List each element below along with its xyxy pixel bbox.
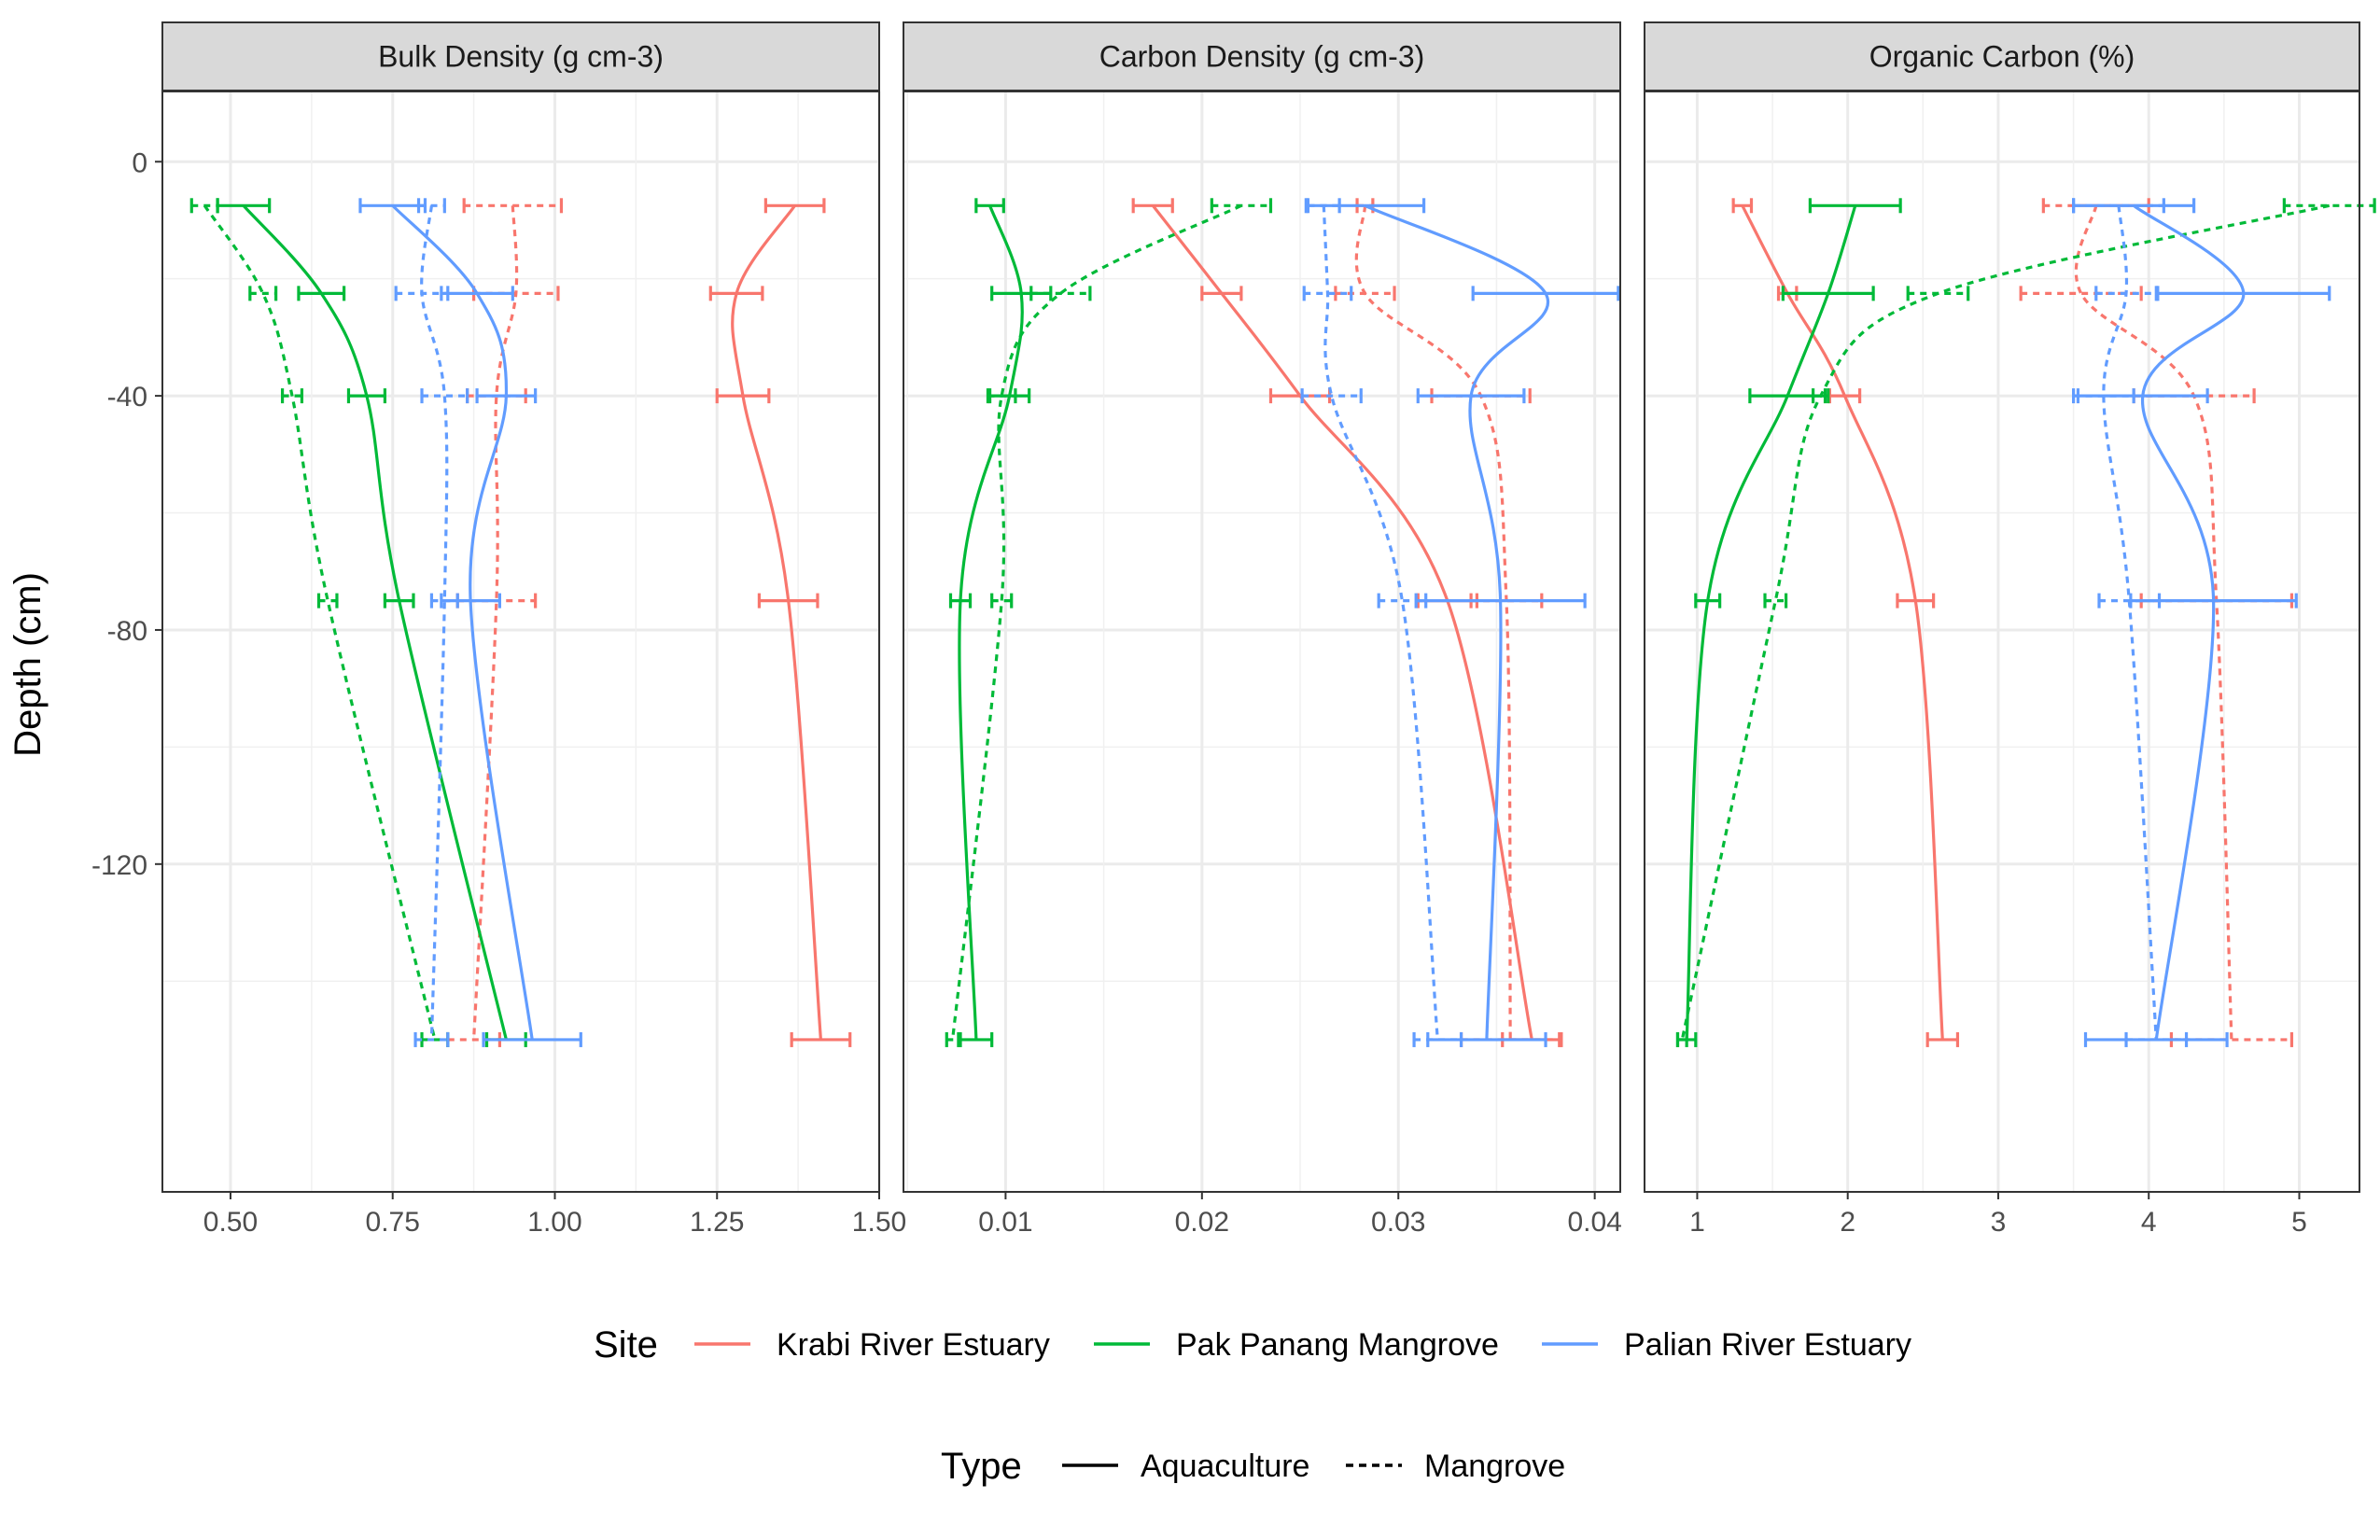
legend-type-title: Type xyxy=(941,1446,1022,1487)
facet-strip xyxy=(1644,21,2360,91)
y-tick-label: -80 xyxy=(107,616,147,647)
x-tick-label: 1.50 xyxy=(852,1207,906,1238)
facet-panel: Organic Carbon (%) 1 2 3 4 5 xyxy=(1644,21,2376,1238)
y-axis-title: Depth (cm) xyxy=(7,572,49,757)
series-line xyxy=(1322,205,1439,1041)
facet-panel: Carbon Density (g cm-3) 0.01 0.02 0.03 0.04 xyxy=(903,21,1622,1238)
facet-title: Carbon Density (g cm-3) xyxy=(1099,40,1425,74)
series-line xyxy=(203,204,437,1041)
legend-label-type: Mangrove xyxy=(1424,1449,1565,1484)
legend: Site Type Krabi River Estuary Pak Panang … xyxy=(594,1324,1911,1487)
series-line xyxy=(1354,205,1512,1040)
x-tick-label: 2 xyxy=(1840,1207,1855,1238)
x-tick-label: 4 xyxy=(2141,1207,2157,1238)
panel-border xyxy=(161,91,880,1193)
series-line xyxy=(1364,203,1550,1040)
legend-label-site: Palian River Estuary xyxy=(1624,1327,1911,1363)
series-line xyxy=(1741,204,1944,1040)
plot-background xyxy=(162,91,879,1192)
legend-label-site: Krabi River Estuary xyxy=(777,1327,1050,1363)
series-line xyxy=(2133,204,2246,1041)
series-line xyxy=(1151,204,1533,1041)
x-tick-label: 0.75 xyxy=(366,1207,420,1238)
legend-label-site: Pak Panang Mangrove xyxy=(1176,1327,1499,1363)
x-tick-label: 1.25 xyxy=(690,1207,744,1238)
y-tick-label: -40 xyxy=(107,382,147,413)
x-tick-label: 0.04 xyxy=(1567,1207,1621,1238)
series-line xyxy=(958,204,1024,1040)
series-line xyxy=(2074,204,2233,1040)
series-line xyxy=(391,204,534,1041)
plot-background xyxy=(1645,91,2359,1192)
x-tick-label: 1 xyxy=(1689,1207,1705,1238)
x-tick-label: 1.00 xyxy=(527,1207,581,1238)
panel-border xyxy=(903,91,1621,1193)
facet-title: Organic Carbon (%) xyxy=(1869,40,2135,74)
series-line xyxy=(731,204,822,1041)
panel-border xyxy=(1644,91,2360,1193)
x-tick-label: 0.02 xyxy=(1175,1207,1229,1238)
facet-title: Bulk Density (g cm-3) xyxy=(378,40,664,74)
x-tick-label: 3 xyxy=(1991,1207,2007,1238)
x-tick-label: 5 xyxy=(2291,1207,2307,1238)
facet-panel: Bulk Density (g cm-3) 0.50 0.75 1.00 1.25 1.5… xyxy=(161,21,906,1238)
legend-label-type: Aquaculture xyxy=(1141,1449,1309,1484)
y-tick-label: -120 xyxy=(91,850,147,881)
x-tick-label: 0.03 xyxy=(1371,1207,1425,1238)
facet-strip xyxy=(903,21,1621,91)
x-tick-label: 0.01 xyxy=(978,1207,1032,1238)
series-line xyxy=(951,203,1242,1041)
y-axis: Depth (cm) 0 -40 -80 -120 xyxy=(7,147,162,881)
legend-site-title: Site xyxy=(594,1324,658,1365)
facet-strip xyxy=(161,21,880,91)
x-tick-label: 0.50 xyxy=(203,1207,258,1238)
y-tick-label: 0 xyxy=(132,147,147,178)
series-line xyxy=(242,204,508,1041)
facet-panels: Bulk Density (g cm-3) 0.50 0.75 1.00 1.25 1.5… xyxy=(161,21,2376,1238)
series-line xyxy=(1680,203,2331,1041)
